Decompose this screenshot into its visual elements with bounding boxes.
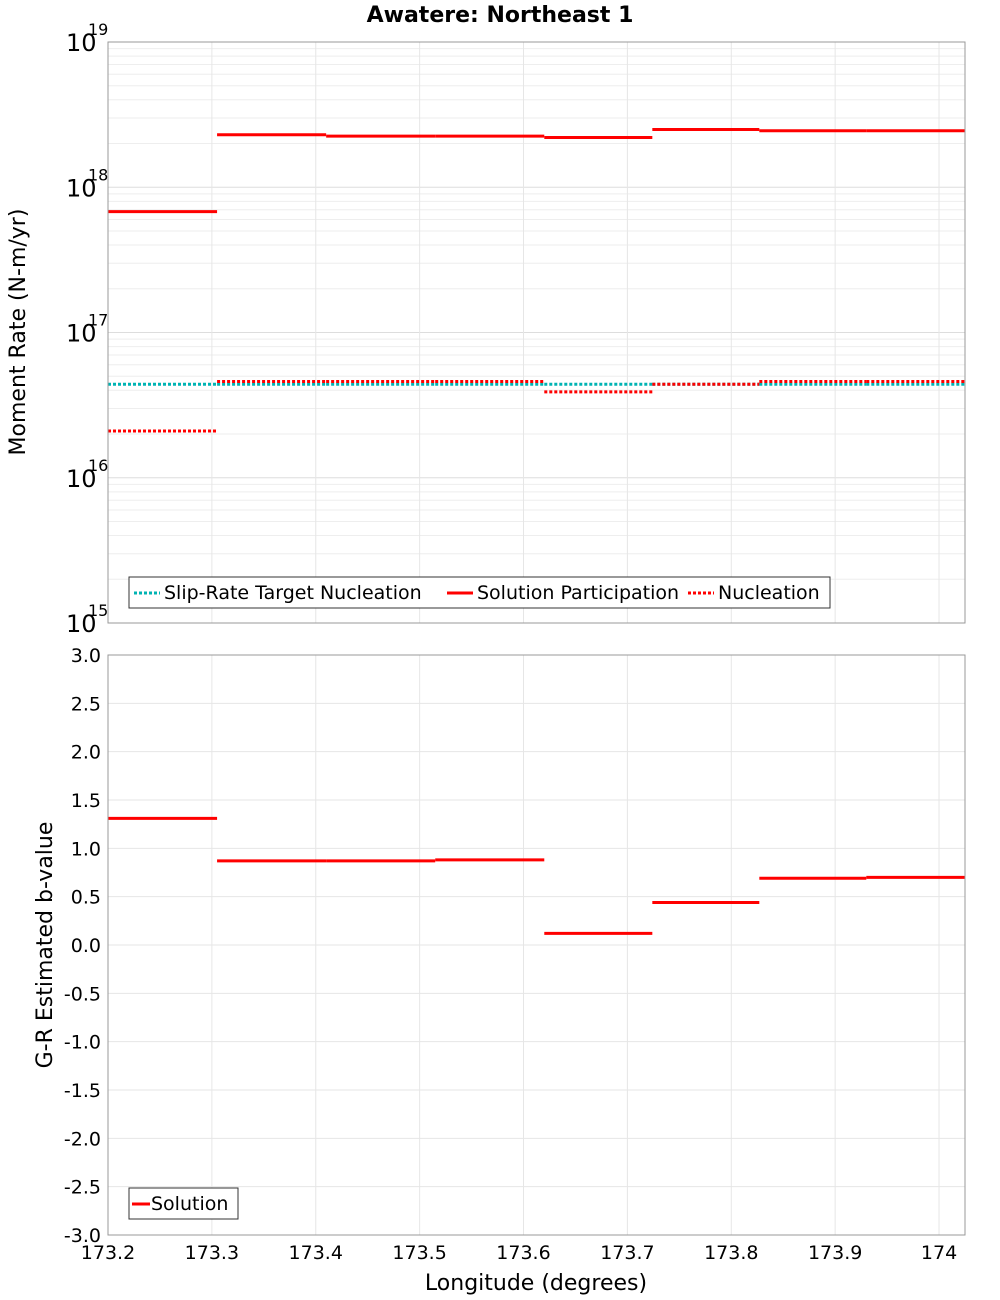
longitude-x-tick-label: 173.4 bbox=[289, 1242, 343, 1264]
moment-rate-y-tick-label: 10 bbox=[66, 610, 97, 638]
moment-rate-grid bbox=[107, 41, 965, 624]
longitude-x-tick-label: 173.8 bbox=[704, 1242, 758, 1264]
moment-rate-y-tick-exponent: 15 bbox=[88, 601, 108, 620]
longitude-x-tick-label: 173.7 bbox=[600, 1242, 654, 1264]
moment-rate-y-tick-exponent: 16 bbox=[88, 456, 108, 475]
solution-legend-label: Solution bbox=[151, 1193, 228, 1215]
b-value-y-tick-label: 1.5 bbox=[71, 790, 101, 812]
longitude-x-tick-label: 173.2 bbox=[81, 1242, 135, 1264]
b-value-y-tick-label: 3.0 bbox=[71, 645, 101, 667]
longitude-x-tick-label: 174 bbox=[921, 1242, 957, 1264]
b-value-plot-frame bbox=[107, 654, 966, 1236]
moment-rate-y-tick-label: 10 bbox=[66, 320, 97, 348]
moment-rate-y-tick-exponent: 17 bbox=[88, 311, 108, 330]
slip-rate-target-nucleation-legend-label: Slip-Rate Target Nucleation bbox=[164, 582, 422, 604]
b-value-y-tick-label: -3.0 bbox=[64, 1225, 101, 1247]
b-value-y-tick-label: 0.0 bbox=[71, 935, 101, 957]
b-value-y-axis-label: G-R Estimated b-value bbox=[33, 822, 58, 1069]
b-value-y-ticks: -3.0 -2.5 -2.0 -1.5 -1.0 -0.5 0.0 0.5 1.0 1.5 2.0 2… bbox=[64, 645, 101, 1247]
longitude-x-tick-label: 173.5 bbox=[392, 1242, 446, 1264]
b-value-legend: Solution bbox=[128, 1187, 239, 1220]
nucleation-legend-label: Nucleation bbox=[718, 582, 820, 604]
moment-rate-y-tick-label: 10 bbox=[66, 29, 97, 57]
longitude-x-tick-label: 173.3 bbox=[185, 1242, 239, 1264]
longitude-x-tick-label: 173.9 bbox=[808, 1242, 862, 1264]
b-value-panel: -3.0 -2.5 -2.0 -1.5 -1.0 -0.5 0.0 0.5 1.0 1.5 2.0 2… bbox=[33, 645, 966, 1296]
chart-title: Awatere: Northeast 1 bbox=[367, 3, 634, 28]
moment-rate-y-tick-label: 10 bbox=[66, 174, 97, 202]
moment-rate-y-axis-label: Moment Rate (N-m/yr) bbox=[6, 209, 31, 456]
longitude-x-ticks: 173.2 173.3 173.4 173.5 173.6 173.7 173.8 173.9… bbox=[81, 1242, 957, 1264]
moment-rate-y-tick-label: 10 bbox=[66, 465, 97, 493]
b-value-y-tick-label: -1.0 bbox=[64, 1032, 101, 1054]
b-value-series bbox=[108, 816, 965, 935]
moment-rate-plot-frame bbox=[107, 41, 966, 624]
b-value-y-tick-label: -2.0 bbox=[64, 1128, 101, 1150]
moment-rate-y-tick-exponent: 19 bbox=[88, 20, 108, 39]
moment-rate-y-tick-exponent: 18 bbox=[88, 165, 108, 184]
b-value-y-tick-label: -1.5 bbox=[64, 1080, 101, 1102]
b-value-y-tick-label: 1.0 bbox=[71, 838, 101, 860]
b-value-y-tick-label: 0.5 bbox=[71, 887, 101, 909]
solution-participation-legend-label: Solution Participation bbox=[477, 582, 679, 604]
b-value-grid bbox=[107, 654, 965, 1236]
b-value-y-tick-label: 2.0 bbox=[71, 742, 101, 764]
b-value-y-tick-label: -0.5 bbox=[64, 983, 101, 1005]
b-value-y-tick-label: 2.5 bbox=[71, 693, 101, 715]
moment-rate-legend: Slip-Rate Target Nucleation Solution Part… bbox=[128, 576, 831, 609]
longitude-x-tick-label: 173.6 bbox=[496, 1242, 550, 1264]
moment-rate-series bbox=[108, 127, 965, 433]
x-axis-label: Longitude (degrees) bbox=[425, 1271, 647, 1296]
b-value-y-tick-label: -2.5 bbox=[64, 1177, 101, 1199]
